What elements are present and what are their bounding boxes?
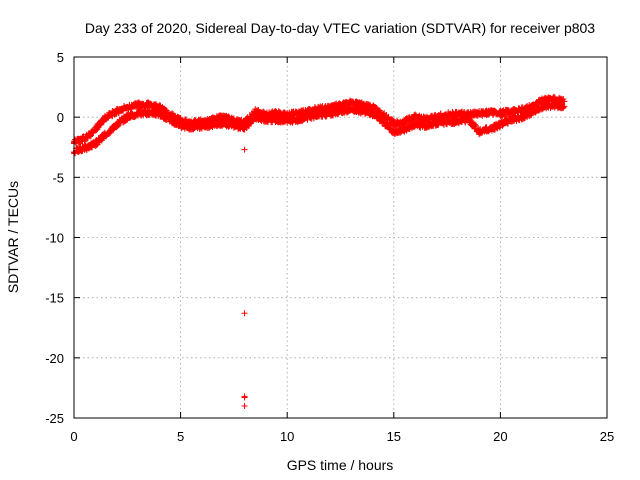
data-point — [465, 114, 472, 121]
axis-ticks: 0 5 10 15 20 25 5 0 -5 -10 -15 -20 -25 — [45, 50, 614, 444]
x-tick-label: 25 — [600, 429, 614, 444]
y-tick-label: -10 — [45, 231, 64, 246]
y-tick-label: -20 — [45, 351, 64, 366]
data-point — [281, 108, 288, 115]
data-point — [504, 120, 511, 127]
outlier-point — [241, 146, 248, 153]
x-tick-label: 15 — [387, 429, 401, 444]
x-tick-label: 20 — [493, 429, 507, 444]
y-axis-label: SDTVAR / TECUs — [5, 181, 21, 293]
outlier-point — [241, 394, 248, 401]
data-point — [107, 128, 114, 135]
data-point — [560, 104, 567, 111]
y-tick-label: 0 — [57, 110, 64, 125]
data-points — [71, 93, 568, 409]
y-tick-label: -15 — [45, 291, 64, 306]
data-point — [93, 142, 100, 149]
y-tick-label: 5 — [57, 50, 64, 65]
y-tick-label: -25 — [45, 411, 64, 426]
x-tick-label: 10 — [280, 429, 294, 444]
data-point — [561, 103, 568, 110]
grid-lines — [74, 57, 607, 418]
outlier-point — [241, 310, 248, 317]
y-tick-label: -5 — [52, 170, 64, 185]
x-axis-label: GPS time / hours — [287, 457, 394, 473]
data-point — [503, 119, 510, 126]
outlier-point — [241, 402, 248, 409]
x-tick-label: 0 — [70, 429, 77, 444]
chart-title: Day 233 of 2020, Sidereal Day-to-day VTE… — [85, 20, 595, 36]
x-tick-label: 5 — [177, 429, 184, 444]
